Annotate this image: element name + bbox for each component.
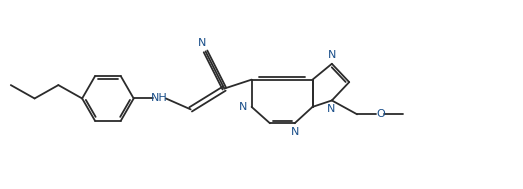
Text: N: N	[328, 50, 336, 60]
Text: N: N	[198, 38, 206, 48]
Text: N: N	[327, 104, 335, 114]
Text: O: O	[376, 109, 385, 119]
Text: NH: NH	[151, 94, 168, 103]
Text: N: N	[290, 127, 299, 137]
Text: N: N	[238, 102, 247, 112]
